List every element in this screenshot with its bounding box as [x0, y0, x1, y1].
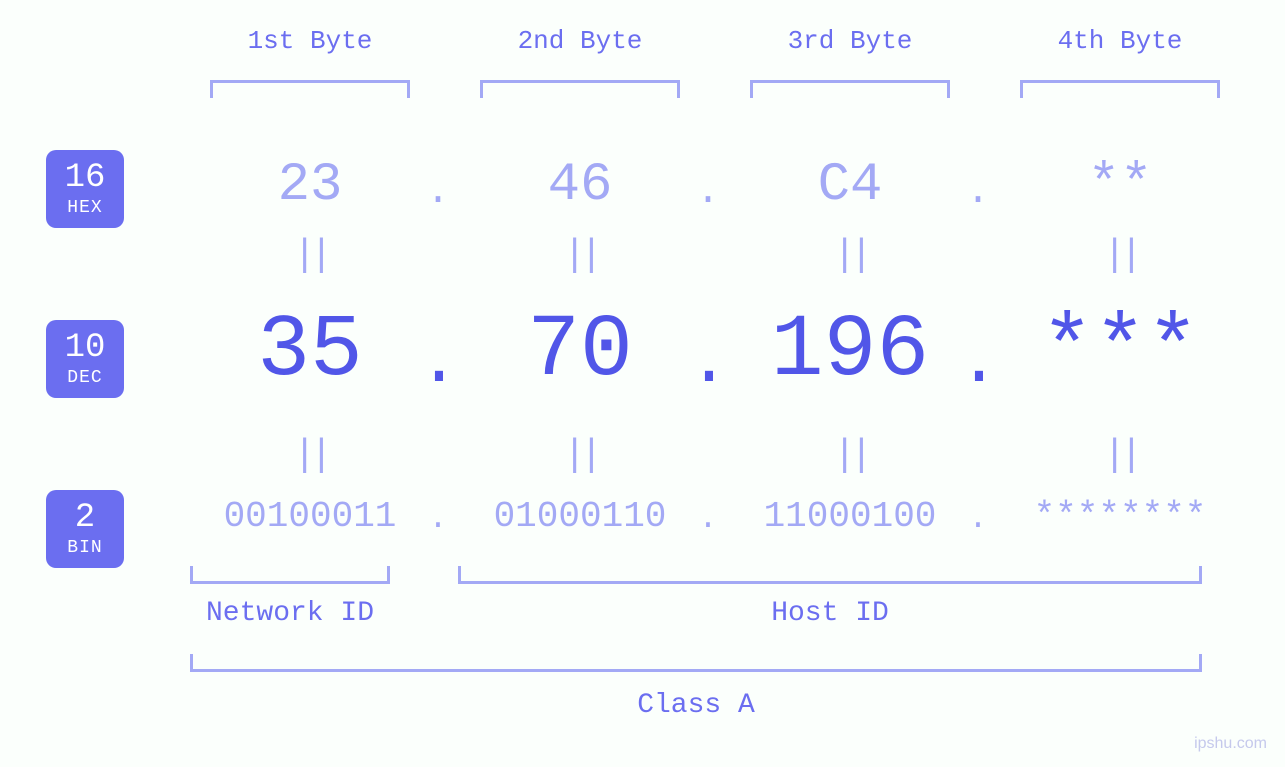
class-label: Class A	[190, 690, 1202, 721]
badge-dec-num: 10	[65, 331, 106, 365]
eq-hex-dec-4: ||	[1000, 234, 1240, 277]
bin-sep-1: .	[418, 500, 458, 537]
watermark: ipshu.com	[1194, 735, 1267, 753]
eq-dec-bin-2: ||	[460, 434, 700, 477]
class-bracket	[190, 654, 1202, 672]
byte-header-2: 2nd Byte	[460, 26, 700, 56]
eq-dec-bin-1: ||	[190, 434, 430, 477]
eq-hex-dec-3: ||	[730, 234, 970, 277]
dec-byte-2: 70	[460, 302, 700, 401]
byte-header-3: 3rd Byte	[730, 26, 970, 56]
hex-sep-1: .	[418, 170, 458, 215]
dec-byte-3: 196	[730, 302, 970, 401]
badge-hex-num: 16	[65, 161, 106, 195]
byte-bracket-2	[480, 80, 680, 98]
bin-byte-4: ********	[1000, 496, 1240, 537]
hex-byte-4: **	[1000, 155, 1240, 216]
byte-bracket-1	[210, 80, 410, 98]
dec-byte-4: ***	[1000, 302, 1240, 401]
badge-dec-abbr: DEC	[67, 369, 102, 387]
host-id-bracket	[458, 566, 1202, 584]
network-id-label: Network ID	[190, 598, 390, 629]
hex-byte-3: C4	[730, 155, 970, 216]
dec-byte-1: 35	[190, 302, 430, 401]
bin-sep-2: .	[688, 500, 728, 537]
eq-dec-bin-4: ||	[1000, 434, 1240, 477]
hex-byte-2: 46	[460, 155, 700, 216]
network-id-bracket	[190, 566, 390, 584]
base-badge-bin: 2 BIN	[46, 490, 124, 568]
byte-bracket-3	[750, 80, 950, 98]
byte-header-1: 1st Byte	[190, 26, 430, 56]
byte-header-4: 4th Byte	[1000, 26, 1240, 56]
bin-byte-1: 00100011	[190, 496, 430, 537]
bin-sep-3: .	[958, 500, 998, 537]
host-id-label: Host ID	[458, 598, 1202, 629]
dec-sep-1: .	[418, 324, 458, 403]
badge-bin-num: 2	[75, 501, 95, 535]
hex-byte-1: 23	[190, 155, 430, 216]
eq-hex-dec-2: ||	[460, 234, 700, 277]
dec-sep-3: .	[958, 324, 998, 403]
bin-byte-2: 01000110	[460, 496, 700, 537]
badge-hex-abbr: HEX	[67, 199, 102, 217]
byte-bracket-4	[1020, 80, 1220, 98]
eq-dec-bin-3: ||	[730, 434, 970, 477]
hex-sep-2: .	[688, 170, 728, 215]
base-badge-hex: 16 HEX	[46, 150, 124, 228]
eq-hex-dec-1: ||	[190, 234, 430, 277]
dec-sep-2: .	[688, 324, 728, 403]
badge-bin-abbr: BIN	[67, 539, 102, 557]
hex-sep-3: .	[958, 170, 998, 215]
base-badge-dec: 10 DEC	[46, 320, 124, 398]
bin-byte-3: 11000100	[730, 496, 970, 537]
